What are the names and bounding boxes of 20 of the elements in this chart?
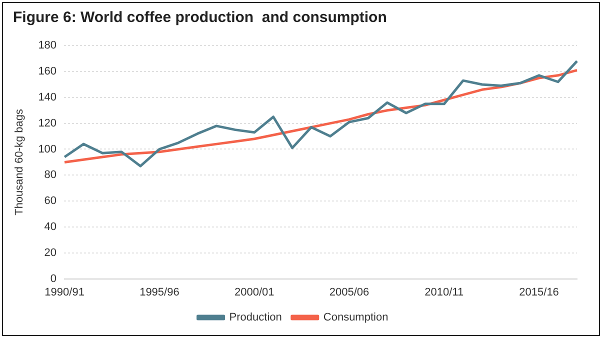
x-tick-label: 1990/91 — [44, 286, 84, 298]
y-tick-label: 40 — [44, 221, 57, 234]
legend-label: Consumption — [323, 312, 388, 324]
y-tick-label: 0 — [50, 272, 57, 285]
y-tick-label: 140 — [38, 91, 57, 104]
x-tick-label: 2010/11 — [424, 286, 464, 298]
y-tick-label: 20 — [44, 246, 57, 259]
x-tick-label: 2000/01 — [234, 286, 274, 298]
y-axis-title: Thousand 60-kg bags — [14, 108, 26, 216]
x-tick-label: 2015/16 — [519, 286, 559, 298]
y-tick-label: 100 — [38, 143, 57, 156]
y-tick-label: 80 — [44, 169, 57, 182]
y-tick-label: 180 — [38, 40, 57, 52]
x-tick-label: 2005/06 — [329, 286, 370, 298]
chart-title: Figure 6: World coffee production and consumption — [13, 9, 387, 26]
x-tick-label: 1995/96 — [140, 286, 180, 298]
y-tick-label: 60 — [44, 195, 57, 208]
legend-label: Production — [229, 312, 282, 324]
y-tick-label: 160 — [38, 66, 57, 78]
y-tick-label: 120 — [38, 117, 57, 130]
